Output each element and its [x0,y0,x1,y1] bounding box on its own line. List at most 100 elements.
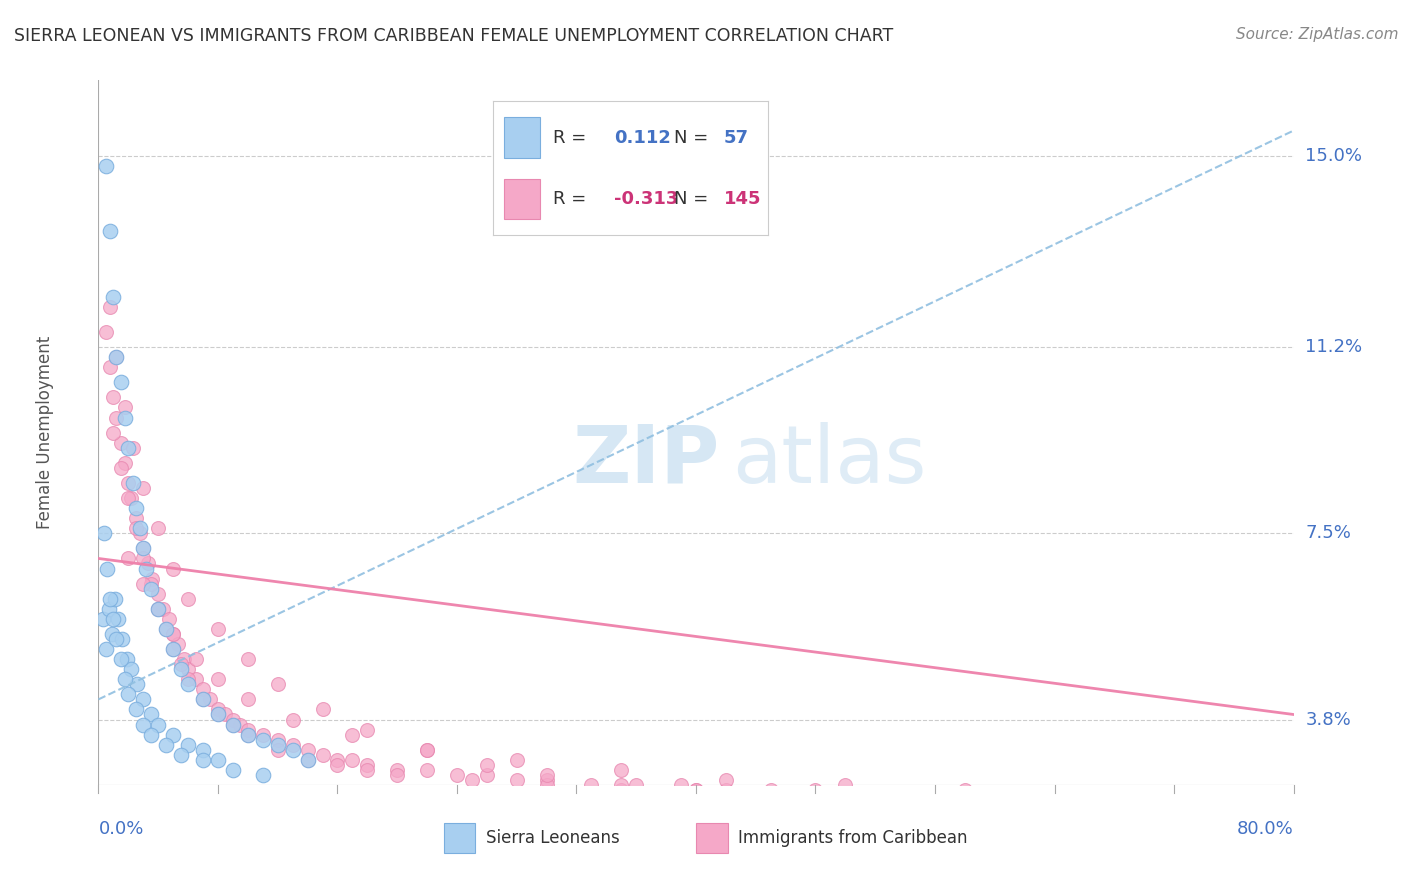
Point [236,723,259,737]
Point [184,652,207,666]
Point [416,742,439,756]
Point [155,738,177,752]
Point [685,783,707,797]
Point [834,788,856,802]
Point [229,717,252,731]
Point [281,713,304,727]
Point [984,793,1007,807]
Point [1208,793,1230,807]
Point [162,627,184,641]
Point [1059,788,1081,802]
Point [953,783,976,797]
Point [342,728,364,742]
Point [132,692,155,706]
Point [446,768,468,782]
Point [610,763,633,777]
Point [177,673,200,687]
Point [115,652,138,666]
Point [236,728,259,742]
Point [125,511,148,525]
Point [1253,798,1275,813]
Point [114,410,136,425]
Point [136,557,159,571]
Text: 15.0%: 15.0% [1306,147,1362,165]
Point [191,753,214,767]
Point [139,707,162,722]
Point [101,627,124,641]
Point [107,612,129,626]
Point [120,662,142,676]
Point [98,591,122,606]
Point [1014,793,1036,807]
Point [127,677,149,691]
Point [169,657,191,672]
Point [236,692,259,706]
Point [94,159,117,173]
Point [148,521,170,535]
Point [984,793,1007,807]
Point [311,747,333,762]
Point [98,224,122,238]
Point [105,350,128,364]
Point [152,602,174,616]
Point [148,717,170,731]
Point [267,732,290,747]
Point [139,576,162,591]
Text: 11.2%: 11.2% [1306,338,1362,356]
Point [311,702,333,716]
Point [236,652,259,666]
Point [385,763,409,777]
Point [297,753,319,767]
Point [207,673,229,687]
Point [148,587,170,601]
Point [267,677,290,691]
Point [1133,798,1156,813]
Point [385,768,409,782]
Point [132,551,155,566]
Point [120,491,142,505]
Point [326,753,349,767]
Point [191,692,214,706]
Point [191,682,214,697]
Point [110,460,132,475]
Point [281,742,304,756]
Point [1104,793,1126,807]
Point [177,662,200,676]
Point [111,632,134,646]
Point [132,541,155,556]
Point [475,768,498,782]
Point [536,768,558,782]
Point [834,788,856,802]
Text: 7.5%: 7.5% [1306,524,1351,542]
Point [125,702,148,716]
Point [908,793,931,807]
Point [461,772,484,787]
Point [162,561,184,575]
Point [200,692,222,706]
Point [506,772,529,787]
Point [117,441,139,455]
Point [132,541,155,556]
Point [416,742,439,756]
Point [610,783,633,797]
Point [685,783,707,797]
Point [252,768,274,782]
Point [139,728,162,742]
Point [93,526,115,541]
Point [162,627,184,641]
Point [103,290,125,304]
Point [105,410,128,425]
Point [759,783,782,797]
Point [129,521,152,535]
Point [1163,793,1185,807]
Point [759,788,782,802]
Point [141,572,163,586]
Point [222,763,245,777]
Text: SIERRA LEONEAN VS IMMIGRANTS FROM CARIBBEAN FEMALE UNEMPLOYMENT CORRELATION CHAR: SIERRA LEONEAN VS IMMIGRANTS FROM CARIBB… [14,27,893,45]
Point [166,637,188,651]
Point [1133,793,1156,807]
Point [117,491,139,505]
Point [177,738,200,752]
Point [267,742,290,756]
Point [342,753,364,767]
